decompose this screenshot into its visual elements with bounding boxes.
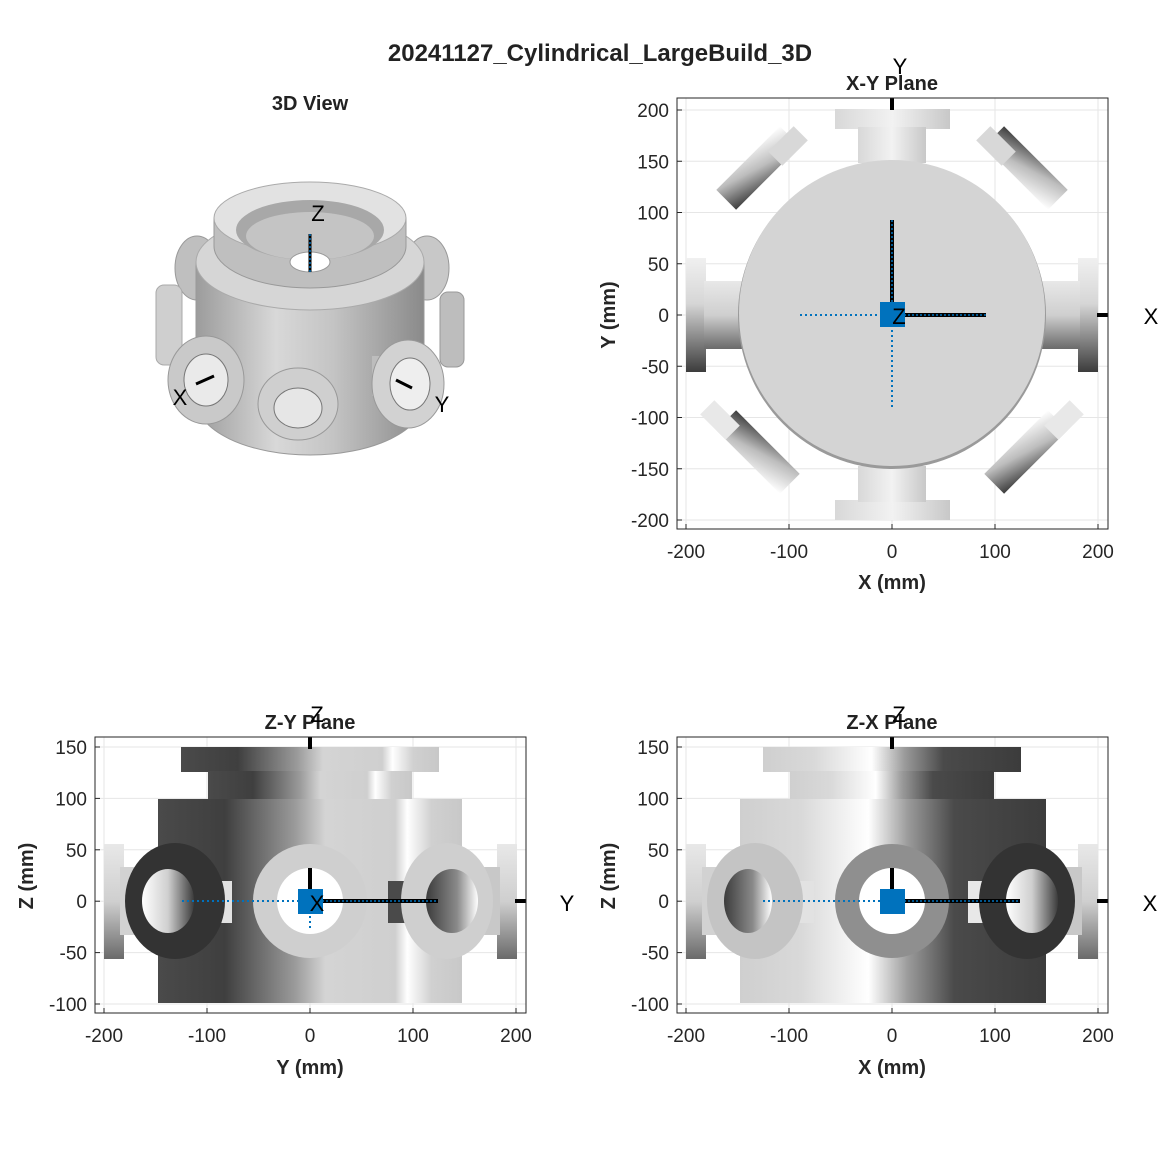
zy-ylabel: Z (mm) [16, 843, 38, 910]
tick-label-y: -50 [60, 944, 87, 965]
panel-xy-title: X-Y Plane [846, 73, 938, 95]
axis3d-z-label: Z [311, 201, 324, 226]
zy-axis-x-label: X [310, 891, 325, 916]
tick-label-y: -50 [642, 357, 669, 378]
port-ring-front [257, 367, 339, 441]
axes-indicator-zy [182, 737, 526, 930]
tick-label-x: -100 [770, 542, 808, 563]
origin-marker-zx [880, 889, 905, 914]
tick-label-x: -200 [85, 1026, 123, 1047]
tick-label-y: 50 [648, 255, 669, 276]
tick-label-x: 0 [887, 1026, 898, 1047]
axis3d-x-label: X [173, 385, 188, 410]
tick-label-x: -200 [667, 542, 705, 563]
ticks-zx: -200 -100 0 100 200 150 100 50 0 -50 -100 [631, 738, 1114, 1047]
panel-xy: -200 -100 0 100 200 200 150 100 50 0 -50 -100 -150 -2… [598, 54, 1159, 594]
panel-3d-view: 3D View [155, 93, 465, 456]
chamber-3d [155, 181, 465, 456]
panel-3d-title: 3D View [272, 93, 349, 115]
panel-zy: -200 -100 0 100 200 150 100 50 0 -50 -100 Z-Y Plan… [16, 702, 575, 1079]
port-ring-right [371, 339, 445, 429]
axes-indicator-xy [800, 98, 1108, 408]
zx-axis-x-label: X [1143, 891, 1158, 916]
tick-label-x: 200 [1082, 542, 1114, 563]
tick-label-y: -150 [631, 460, 669, 481]
origin-marker-zy [298, 889, 323, 914]
tick-label-y: -100 [631, 995, 669, 1016]
xy-axis-y-label: Y [893, 54, 908, 79]
tick-label-x: 200 [500, 1026, 532, 1047]
zy-axis-y-label: Y [560, 891, 575, 916]
zy-xlabel: Y (mm) [276, 1057, 343, 1079]
tick-label-x: 100 [397, 1026, 429, 1047]
axes-indicator-zx [763, 737, 1108, 914]
tick-label-x: -100 [188, 1026, 226, 1047]
tick-label-x: 200 [1082, 1026, 1114, 1047]
tick-label-x: -100 [770, 1026, 808, 1047]
tick-label-y: 0 [76, 892, 87, 913]
zx-axis-z-label: Z [892, 702, 905, 727]
panel-zx-title: Z-X Plane [846, 712, 937, 734]
tick-label-y: -100 [49, 995, 87, 1016]
xy-axis-z-label: Z [892, 304, 905, 329]
xy-axis-x-label: X [1144, 304, 1159, 329]
tick-label-y: 150 [637, 152, 669, 173]
axis3d-y-label: Y [435, 392, 450, 417]
tick-label-y: -50 [642, 944, 669, 965]
tick-label-y: 0 [658, 892, 669, 913]
origin-marker-xy [880, 302, 905, 327]
tick-label-y: 50 [66, 841, 87, 862]
zy-axis-z-label: Z [310, 702, 323, 727]
tick-label-y: 150 [637, 738, 669, 759]
tick-label-y: 200 [637, 101, 669, 122]
tick-label-x: -200 [667, 1026, 705, 1047]
tick-label-y: -200 [631, 511, 669, 532]
ticks-zy: -200 -100 0 100 200 150 100 50 0 -50 -100 [49, 738, 532, 1047]
tick-label-y: 150 [55, 738, 87, 759]
tick-label-y: -100 [631, 409, 669, 430]
tick-label-x: 0 [887, 542, 898, 563]
xy-xlabel: X (mm) [858, 572, 926, 594]
zx-ylabel: Z (mm) [598, 843, 620, 910]
tick-label-x: 100 [979, 542, 1011, 563]
tick-label-y: 100 [637, 204, 669, 225]
tick-label-y: 50 [648, 841, 669, 862]
tick-label-y: 100 [55, 789, 87, 810]
tick-label-x: 0 [305, 1026, 316, 1047]
chamber-zy-side-view [104, 747, 517, 1003]
panel-zx: -200 -100 0 100 200 150 100 50 0 -50 -100 Z-X Plan… [598, 702, 1158, 1079]
figure-title: 20241127_Cylindrical_LargeBuild_3D [388, 40, 812, 67]
tick-label-x: 100 [979, 1026, 1011, 1047]
ticks-xy: -200 -100 0 100 200 200 150 100 50 0 -50 -100 -150 -2… [631, 101, 1114, 563]
tick-label-y: 100 [637, 789, 669, 810]
zx-xlabel: X (mm) [858, 1057, 926, 1079]
tick-label-y: 0 [658, 306, 669, 327]
xy-ylabel: Y (mm) [598, 281, 620, 348]
panel-zy-title: Z-Y Plane [265, 712, 356, 734]
